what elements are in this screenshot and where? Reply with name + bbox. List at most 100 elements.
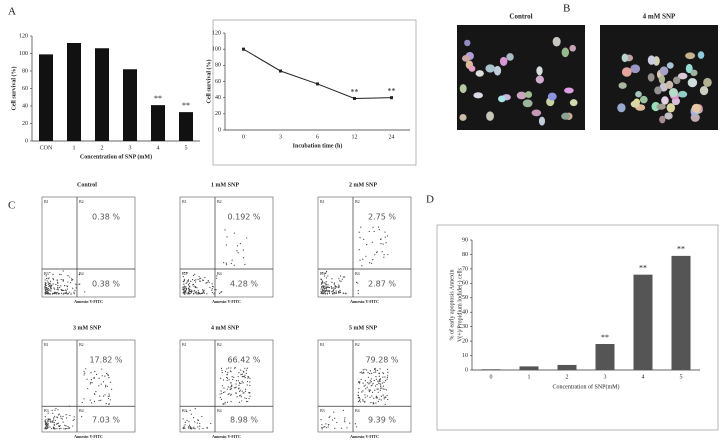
- event: [200, 292, 202, 295]
- event: [360, 371, 362, 373]
- event: [372, 382, 374, 385]
- event: [383, 256, 385, 258]
- panel-title: 1 mM SNP: [211, 182, 239, 188]
- event: [49, 420, 51, 422]
- event: [78, 274, 80, 276]
- event: [73, 293, 75, 295]
- event: [224, 370, 227, 373]
- event: [62, 421, 64, 423]
- event: [239, 389, 241, 391]
- event: [69, 276, 71, 278]
- cell: [564, 87, 574, 94]
- x-axis-label: Annexin V-FITC: [74, 299, 103, 304]
- event: [321, 427, 323, 429]
- event: [46, 426, 48, 428]
- event: [52, 412, 54, 414]
- event: [98, 385, 100, 387]
- event: [374, 389, 376, 391]
- event: [49, 280, 52, 282]
- event: [206, 427, 208, 429]
- event: [221, 369, 223, 371]
- event: [187, 291, 190, 293]
- event: [188, 424, 191, 426]
- event: [232, 378, 234, 381]
- event: [45, 427, 47, 429]
- x-tick-label: 0: [490, 374, 493, 380]
- event: [60, 292, 62, 294]
- event: [323, 292, 325, 294]
- event: [382, 394, 384, 396]
- event: [362, 382, 364, 384]
- event: [58, 428, 61, 430]
- panel-frame: [212, 19, 417, 166]
- event: [383, 381, 385, 383]
- event: [358, 231, 360, 233]
- event: [375, 402, 377, 404]
- x-axis-label: Annexin V-FITC: [212, 299, 241, 304]
- event: [386, 389, 388, 391]
- event: [63, 292, 65, 294]
- event: [83, 371, 85, 373]
- event: [54, 409, 56, 411]
- event: [372, 259, 374, 261]
- event: [374, 371, 377, 373]
- y-tick-label: 40: [462, 310, 468, 316]
- event: [379, 389, 381, 391]
- event: [227, 386, 229, 388]
- event: [241, 400, 243, 402]
- event: [368, 230, 370, 233]
- event: [65, 292, 67, 295]
- event: [361, 265, 363, 267]
- event: [364, 368, 366, 371]
- percent-lower: 8.98 %: [230, 416, 258, 425]
- line: [243, 48, 392, 99]
- panel-label: B: [563, 3, 570, 15]
- bar: [633, 274, 653, 370]
- event: [81, 401, 83, 404]
- event: [340, 280, 342, 282]
- event: [51, 284, 53, 286]
- event: [52, 293, 54, 295]
- event: [193, 427, 195, 429]
- event: [244, 390, 246, 392]
- event: [325, 277, 328, 279]
- event: [383, 396, 385, 398]
- event: [193, 417, 195, 419]
- event: [202, 427, 204, 430]
- event: [325, 285, 327, 287]
- event: [213, 293, 215, 295]
- event: [230, 371, 232, 373]
- y-tick-label: 120: [212, 30, 221, 36]
- event: [52, 278, 55, 281]
- cell: [485, 64, 496, 73]
- event: [220, 398, 223, 400]
- event: [373, 379, 375, 382]
- event: [375, 369, 377, 371]
- event: [63, 289, 65, 291]
- event: [65, 291, 67, 294]
- event: [321, 272, 323, 274]
- quadrant-label: B1: [44, 342, 49, 347]
- event: [104, 394, 106, 396]
- event: [224, 403, 226, 405]
- event: [375, 395, 377, 397]
- event: [237, 380, 239, 382]
- event: [71, 278, 73, 280]
- event: [68, 405, 71, 407]
- event: [225, 244, 228, 246]
- event: [382, 388, 384, 390]
- event: [387, 371, 389, 373]
- event: [227, 371, 229, 373]
- event: [382, 376, 384, 378]
- event: [380, 385, 382, 388]
- event: [189, 426, 191, 428]
- cell: [666, 62, 674, 69]
- event: [372, 401, 374, 404]
- event: [373, 230, 375, 233]
- event: [365, 255, 367, 257]
- event: [364, 396, 366, 398]
- y-tick-label: 0: [465, 367, 468, 373]
- event: [216, 277, 218, 279]
- plot-frame: [41, 196, 136, 298]
- event: [386, 378, 388, 380]
